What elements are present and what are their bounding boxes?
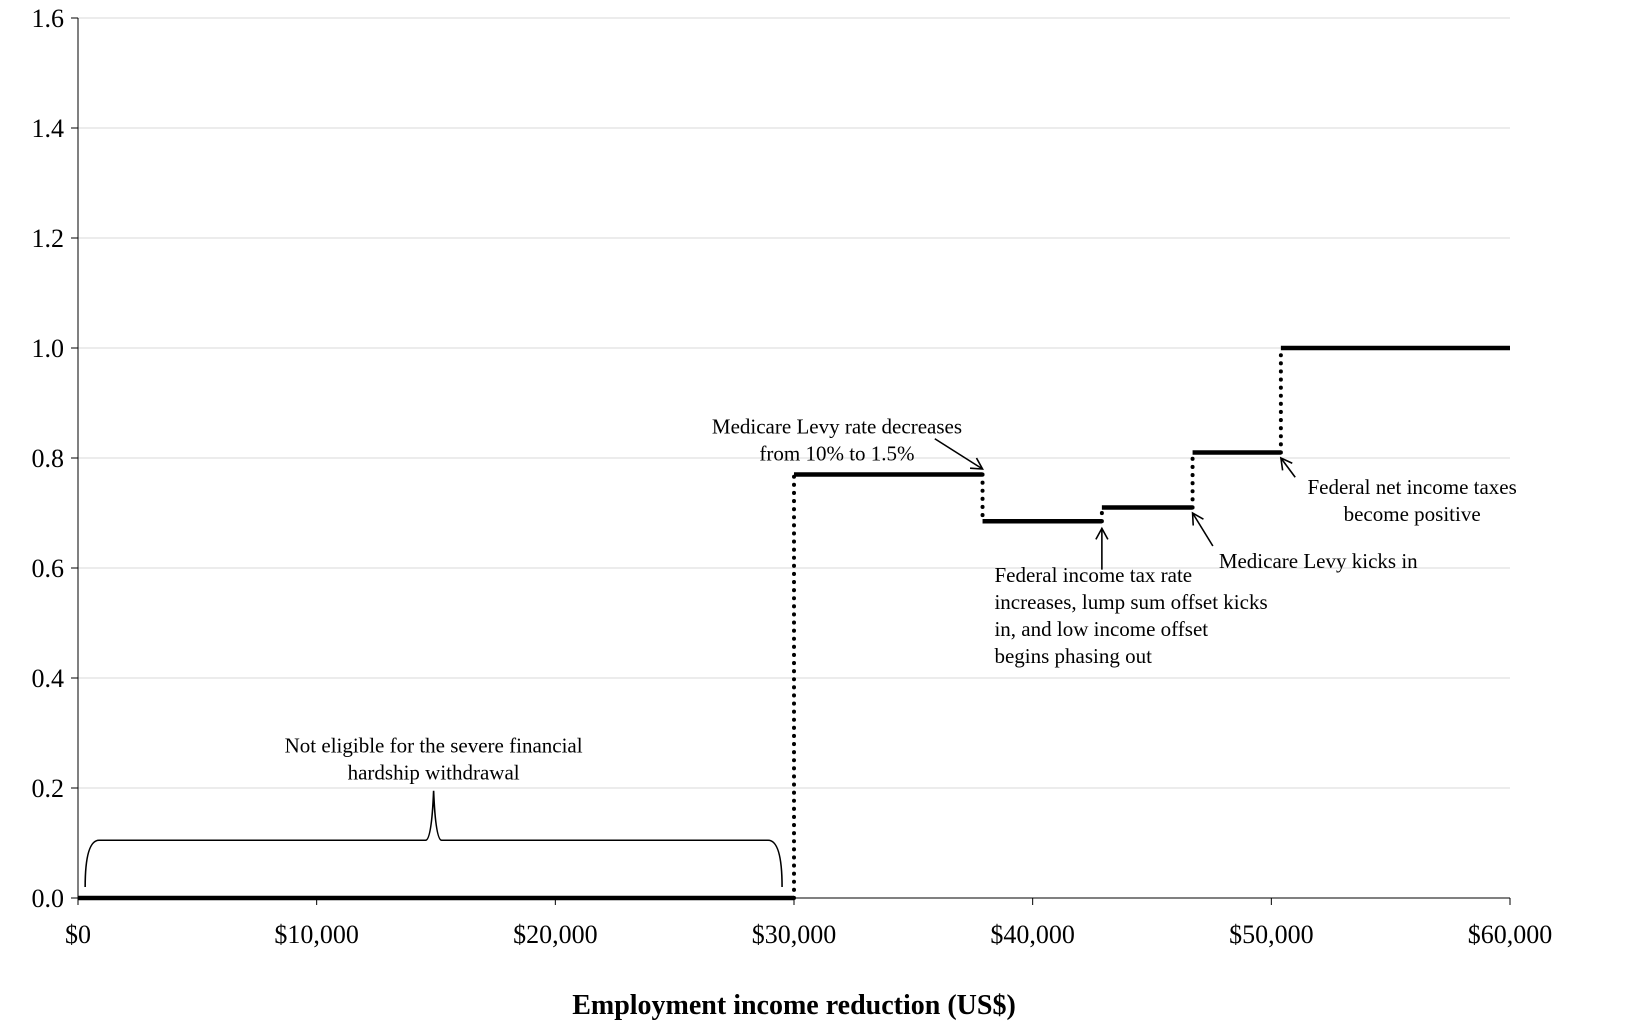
annotation-line: begins phasing out [994, 644, 1152, 668]
step-series [78, 345, 1510, 901]
annotation-line: Not eligible for the severe financial [285, 733, 583, 757]
y-tick-labels: 0.0 0.2 0.4 0.6 0.8 1.0 1.2 1.4 1.6 [32, 4, 78, 913]
brace-group [84, 790, 783, 888]
y-tick-label: 0.0 [32, 884, 65, 913]
annotation-line: Medicare Levy rate decreases [712, 414, 962, 438]
annotation-line: Federal net income taxes [1307, 475, 1516, 499]
x-tick-labels: $0 $10,000 $20,000 $30,000 $40,000 $50,000 $60… [65, 898, 1552, 949]
x-tick-label: $60,000 [1468, 920, 1553, 949]
x-tick-label: $0 [65, 920, 91, 949]
x-axis-label: Employment income reduction (US$) [572, 990, 1016, 1021]
y-tick-label: 1.2 [32, 224, 65, 253]
gridlines [78, 17, 1510, 789]
annotation-federal-net-income-taxes: Federal net income taxes become positive [1279, 456, 1517, 526]
y-tick-label: 1.4 [32, 114, 65, 143]
annotation-arrow [1191, 511, 1214, 547]
annotation-arrow [1279, 456, 1296, 478]
y-tick-label: 0.6 [32, 554, 65, 583]
y-tick-label: 1.6 [32, 4, 65, 33]
y-tick-label: 1.0 [32, 334, 65, 363]
annotation-line: in, and low income offset [994, 617, 1208, 641]
x-tick-label: $40,000 [990, 920, 1075, 949]
annotation-medicare-levy-rate: Medicare Levy rate decreases from 10% to … [712, 414, 984, 470]
annotation-line: from 10% to 1.5% [759, 441, 914, 465]
annotation-line: Federal income tax rate [994, 563, 1192, 587]
y-tick-label: 0.8 [32, 444, 65, 473]
annotation-arrow [934, 438, 984, 470]
x-tick-label: $50,000 [1229, 920, 1314, 949]
annotation-line: increases, lump sum offset kicks [994, 590, 1267, 614]
y-tick-label: 0.2 [32, 774, 65, 803]
annotations: Not eligible for the severe financial har… [285, 414, 1517, 784]
annotation-line: Medicare Levy kicks in [1219, 549, 1418, 573]
x-tick-label: $30,000 [752, 920, 837, 949]
y-tick-label: 0.4 [32, 664, 65, 693]
x-tick-label: $10,000 [274, 920, 359, 949]
annotation-line: become positive [1344, 502, 1481, 526]
eligibility-brace [84, 790, 783, 888]
annotation-not-eligible: Not eligible for the severe financial har… [285, 733, 583, 784]
x-tick-label: $20,000 [513, 920, 598, 949]
annotation-line: hardship withdrawal [348, 760, 520, 784]
annotation-medicare-levy-kicks-in: Medicare Levy kicks in [1191, 511, 1418, 573]
annotation-federal-income-tax-rate: Federal income tax rate increases, lump s… [994, 526, 1268, 668]
